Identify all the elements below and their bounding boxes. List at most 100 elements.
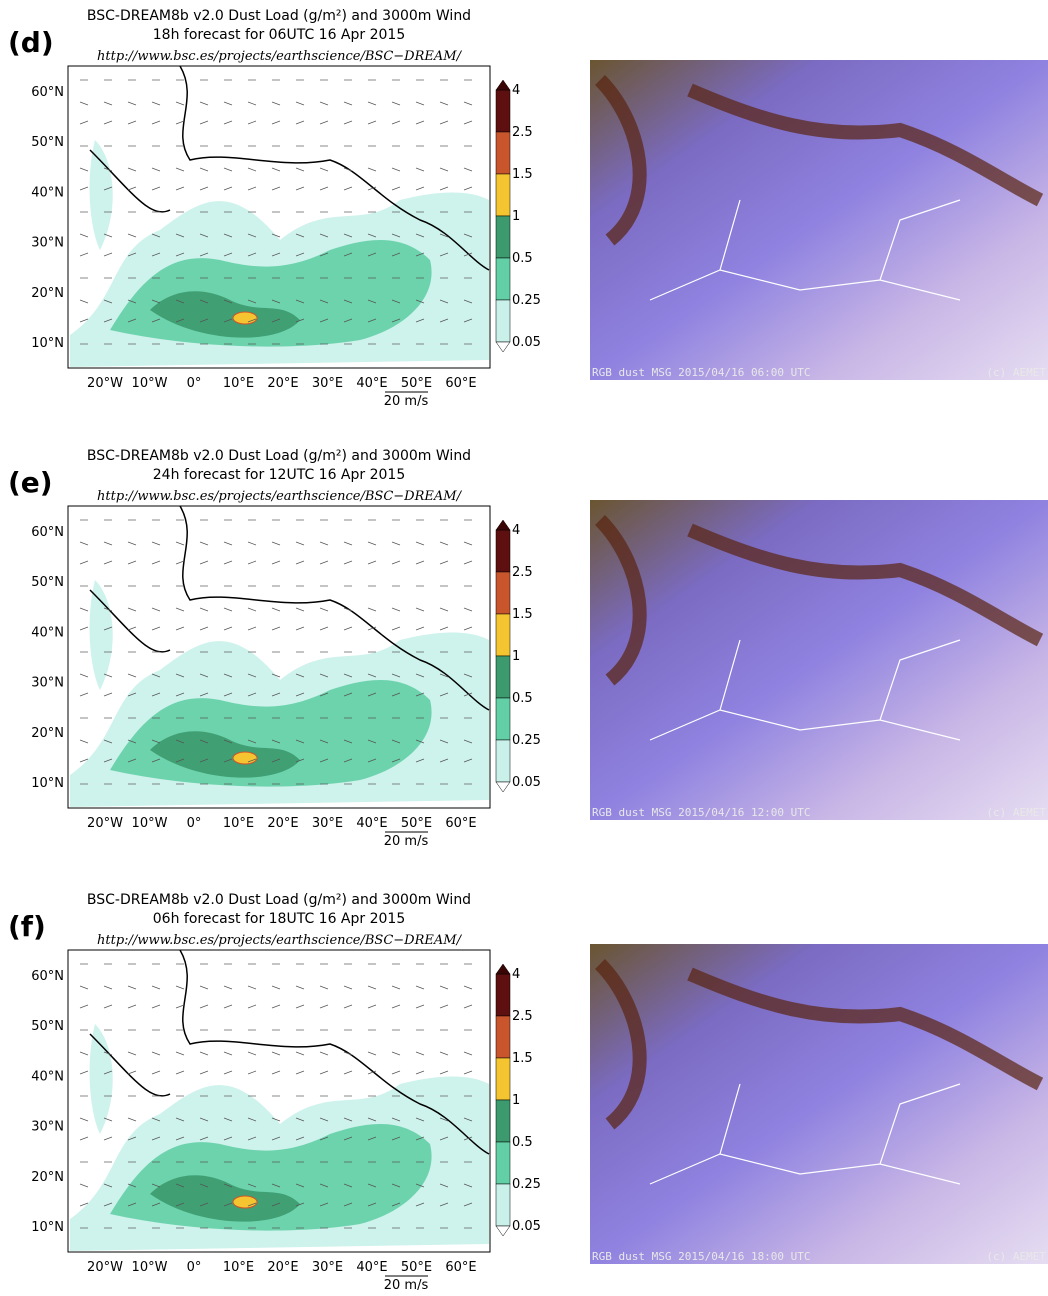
wind-arrow [415, 1136, 425, 1141]
wind-arrow [223, 1183, 233, 1188]
wind-arrow [271, 1117, 281, 1122]
wind-arrow [151, 541, 161, 546]
wind-arrow [463, 739, 473, 744]
wind-arrow [271, 1136, 281, 1141]
wind-arrow [103, 626, 113, 631]
wind-arrow [295, 1183, 305, 1188]
colorbar-segment [495, 529, 511, 573]
wind-arrow [319, 299, 329, 304]
wind-arrow [103, 299, 113, 304]
wind-arrow [79, 560, 89, 565]
wind-arrow [367, 1070, 377, 1075]
wind-arrow [79, 318, 89, 323]
wind-arrow [199, 758, 209, 763]
colorbar-segment [495, 257, 511, 301]
wind-arrow [247, 758, 257, 763]
wind-arrow [439, 186, 449, 191]
wind-arrow [367, 1117, 377, 1122]
wind-arrow [319, 1070, 329, 1075]
lon-label: 10°E [223, 376, 254, 391]
wind-arrow [247, 1202, 257, 1207]
wind-arrow [151, 1004, 161, 1009]
wind-arrow [271, 560, 281, 565]
wind-arrow [79, 626, 89, 631]
wind-arrow [223, 318, 233, 323]
colorbar-segment [495, 1141, 511, 1185]
wind-arrow [391, 1183, 401, 1188]
wind-arrow [415, 120, 425, 125]
wind-arrow [271, 1004, 281, 1009]
lon-label: 10°E [223, 1260, 254, 1275]
wind-arrow [103, 692, 113, 697]
wind-arrow [223, 673, 233, 678]
wind-arrow [295, 673, 305, 678]
wind-arrow [439, 1070, 449, 1075]
wind-arrow [391, 1070, 401, 1075]
wind-arrow [247, 739, 257, 744]
wind-arrow [79, 692, 89, 697]
colorbar-segment [495, 697, 511, 741]
wind-arrow [79, 607, 89, 612]
wind-arrow [127, 560, 137, 565]
wind-arrow [103, 101, 113, 106]
wind-arrow [127, 1070, 137, 1075]
wind-arrow [415, 186, 425, 191]
colorbar-segment [495, 973, 511, 1017]
wind-arrow [199, 1070, 209, 1075]
wind-arrow [247, 626, 257, 631]
wind-arrow [295, 985, 305, 990]
wind-arrow [295, 252, 305, 257]
wind-arrow [271, 1202, 281, 1207]
wind-arrow [463, 673, 473, 678]
wind-arrow [319, 985, 329, 990]
wind-arrow [367, 318, 377, 323]
coastline [89, 505, 490, 711]
wind-arrow [175, 167, 185, 172]
wind-arrow [319, 541, 329, 546]
wind-arrow [415, 1117, 425, 1122]
map-title: BSC-DREAM8b v2.0 Dust Load (g/m²) and 30… [87, 8, 471, 24]
wind-arrow [319, 607, 329, 612]
panel: (e) BSC-DREAM8b v2.0 Dust Load (g/m²) and… [8, 448, 1048, 849]
wind-arrow [199, 101, 209, 106]
wind-arrow [223, 758, 233, 763]
wind-arrow [463, 758, 473, 763]
lon-label: 10°E [223, 816, 254, 831]
wind-arrow [439, 252, 449, 257]
wind-arrow [103, 758, 113, 763]
wind-arrow [343, 252, 353, 257]
wind-arrow [391, 252, 401, 257]
colorbar-cap [495, 1225, 511, 1237]
wind-arrow [175, 318, 185, 323]
lon-label: 40°E [356, 1260, 387, 1275]
wind-arrow [319, 560, 329, 565]
wind-arrow [127, 120, 137, 125]
lon-label: 50°E [401, 1260, 432, 1275]
colorbar-label: 1 [512, 209, 520, 224]
wind-scale-label: 20 m/s [384, 394, 429, 409]
wind-arrow [343, 1202, 353, 1207]
wind-arrow [463, 541, 473, 546]
lat-label: 30°N [31, 1120, 64, 1135]
wind-arrow [415, 626, 425, 631]
wind-arrow [151, 1117, 161, 1122]
lat-label: 20°N [31, 286, 64, 301]
panel-label: (f) [8, 910, 46, 943]
wind-arrow [151, 985, 161, 990]
wind-arrow [439, 1183, 449, 1188]
wind-arrow [199, 673, 209, 678]
wind-arrow [319, 186, 329, 191]
wind-arrow [79, 1202, 89, 1207]
wind-arrow [247, 233, 257, 238]
wind-arrow [175, 985, 185, 990]
wind-arrow [199, 541, 209, 546]
wind-arrow [439, 607, 449, 612]
wind-arrow [223, 1051, 233, 1056]
wind-arrow [415, 1202, 425, 1207]
wind-arrow [247, 1051, 257, 1056]
wind-arrow [175, 1202, 185, 1207]
colorbar-label: 4 [512, 83, 520, 98]
wind-arrow [151, 1136, 161, 1141]
wind-arrow [271, 233, 281, 238]
wind-arrow [271, 692, 281, 697]
